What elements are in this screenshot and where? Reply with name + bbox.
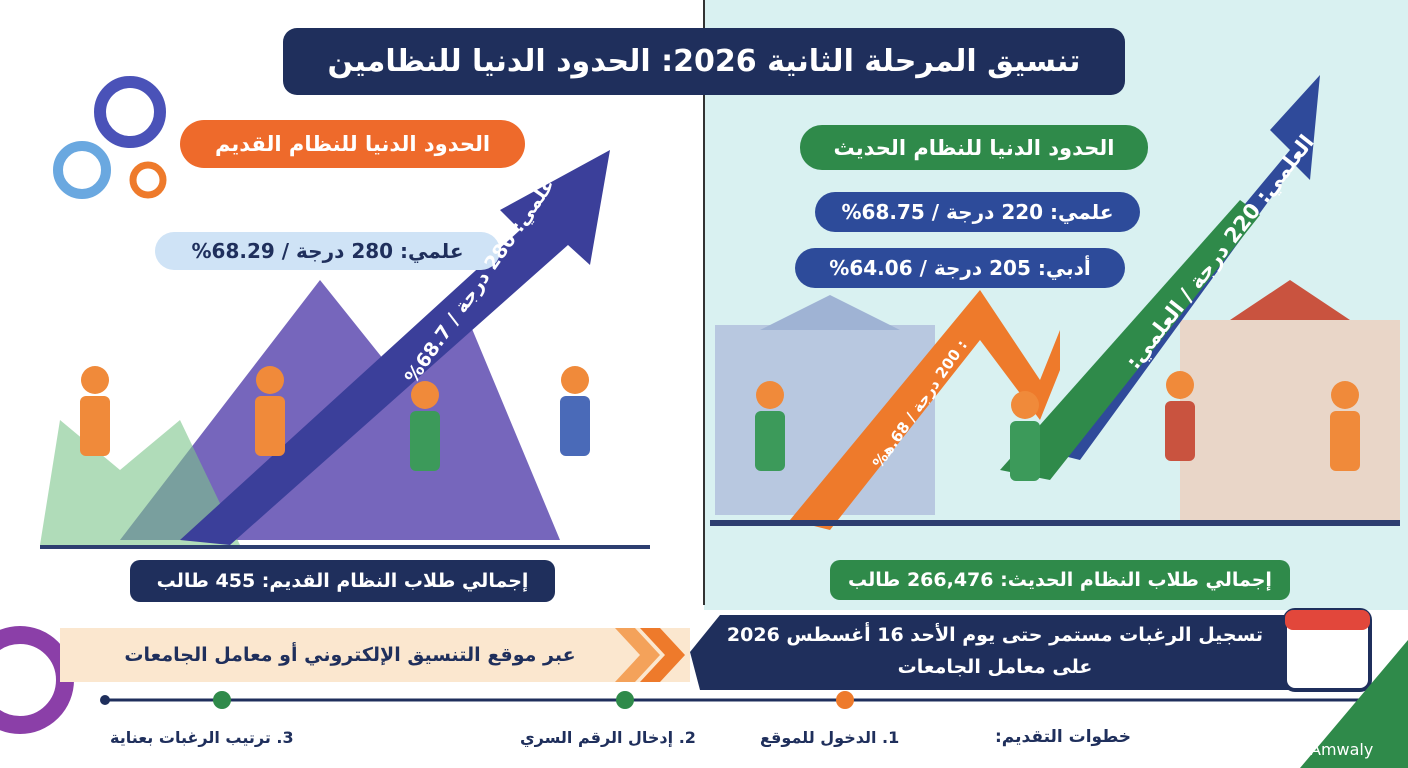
- student: [1010, 421, 1040, 481]
- student: [561, 366, 589, 394]
- registration-line1: تسجيل الرغبات مستمر حتى يوم الأحد 16 أغس…: [726, 624, 1264, 646]
- corner-decoration: [1300, 640, 1408, 768]
- arrow: [790, 290, 1060, 530]
- old-heading: الحدود الدنيا للنظام القديم: [180, 120, 525, 168]
- title: تنسيق المرحلة الثانية 2026: الحدود الدني…: [283, 28, 1125, 95]
- student: [410, 411, 440, 471]
- chevron: [640, 628, 685, 682]
- registration-bar: [690, 615, 1290, 690]
- building: [1180, 320, 1400, 520]
- channel-bar: [60, 628, 690, 682]
- student: [81, 366, 109, 394]
- student: [1331, 381, 1359, 409]
- roof: [1230, 280, 1350, 320]
- step: 3. ترتيب الرغبات بعناية: [110, 727, 294, 747]
- student: [755, 411, 785, 471]
- ground: [710, 520, 1400, 526]
- new-heading: الحدود الدنيا للنظام الحديث: [800, 125, 1148, 170]
- students: [80, 366, 1360, 481]
- new-science: علمي: 220 درجة / 68.75%: [815, 192, 1140, 232]
- student: [1011, 391, 1039, 419]
- chevron: [615, 628, 660, 682]
- brand: Amwaly: [1310, 740, 1374, 759]
- timeline-dot: [616, 691, 634, 709]
- calendar-top: [1285, 610, 1370, 630]
- student: [255, 396, 285, 456]
- old-science: علمي: 280 درجة / 68.29%: [155, 232, 500, 270]
- student: [560, 396, 590, 456]
- student: [1165, 401, 1195, 461]
- arrow: [1000, 200, 1260, 480]
- timeline-dot: [836, 691, 854, 709]
- timeline-dot: [100, 695, 110, 705]
- gear: [0, 626, 74, 734]
- step: 1. الدخول للموقع: [760, 727, 900, 747]
- registration-channel: عبر موقع التنسيق الإلكتروني أو معامل الج…: [124, 644, 576, 666]
- student: [1166, 371, 1194, 399]
- old-total: إجمالي طلاب النظام القديم: 455 طالب: [130, 560, 555, 602]
- arrow: [180, 150, 610, 545]
- timeline-dot: [213, 691, 231, 709]
- student: [80, 396, 110, 456]
- gear: [53, 141, 111, 199]
- ground: [40, 545, 650, 549]
- new-total: إجمالي طلاب النظام الحديث: 266,476 طالب: [830, 560, 1290, 600]
- new-literary: أدبي: 205 درجة / 64.06%: [795, 248, 1125, 288]
- roof: [760, 295, 900, 330]
- student: [411, 381, 439, 409]
- student: [756, 381, 784, 409]
- student: [256, 366, 284, 394]
- gear: [94, 76, 166, 148]
- steps-label: خطوات التقديم:: [995, 727, 1132, 747]
- registration-line2: على معامل الجامعات: [897, 656, 1093, 678]
- step: 2. إدخال الرقم السري: [520, 727, 696, 747]
- student: [1330, 411, 1360, 471]
- gear: [129, 161, 167, 199]
